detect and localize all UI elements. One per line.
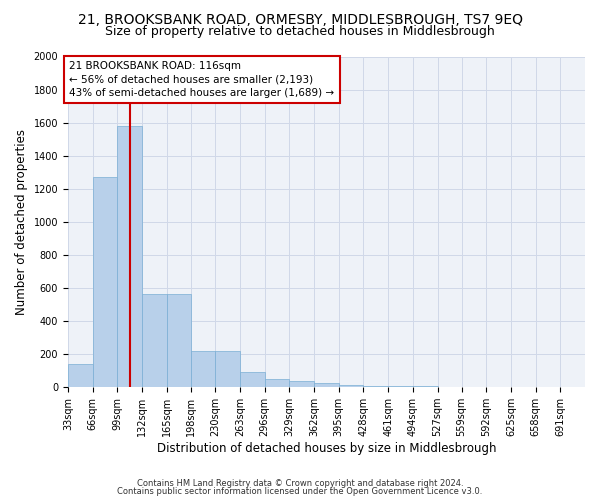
Bar xyxy=(289,380,314,387)
Bar xyxy=(167,294,191,387)
Bar xyxy=(191,351,215,387)
Bar xyxy=(314,383,339,387)
Bar xyxy=(339,384,364,387)
Bar xyxy=(92,177,117,387)
Y-axis label: Number of detached properties: Number of detached properties xyxy=(15,129,28,315)
Text: Contains public sector information licensed under the Open Government Licence v3: Contains public sector information licen… xyxy=(118,487,482,496)
Bar xyxy=(117,126,142,387)
Bar xyxy=(413,386,437,387)
Text: Size of property relative to detached houses in Middlesbrough: Size of property relative to detached ho… xyxy=(105,25,495,38)
Bar xyxy=(364,386,388,387)
X-axis label: Distribution of detached houses by size in Middlesbrough: Distribution of detached houses by size … xyxy=(157,442,496,455)
Bar xyxy=(68,364,92,387)
Text: Contains HM Land Registry data © Crown copyright and database right 2024.: Contains HM Land Registry data © Crown c… xyxy=(137,478,463,488)
Bar xyxy=(388,386,413,387)
Bar xyxy=(265,379,289,387)
Bar xyxy=(240,372,265,387)
Bar xyxy=(142,294,167,387)
Bar xyxy=(215,351,240,387)
Text: 21, BROOKSBANK ROAD, ORMESBY, MIDDLESBROUGH, TS7 9EQ: 21, BROOKSBANK ROAD, ORMESBY, MIDDLESBRO… xyxy=(77,12,523,26)
Text: 21 BROOKSBANK ROAD: 116sqm
← 56% of detached houses are smaller (2,193)
43% of s: 21 BROOKSBANK ROAD: 116sqm ← 56% of deta… xyxy=(70,62,335,98)
